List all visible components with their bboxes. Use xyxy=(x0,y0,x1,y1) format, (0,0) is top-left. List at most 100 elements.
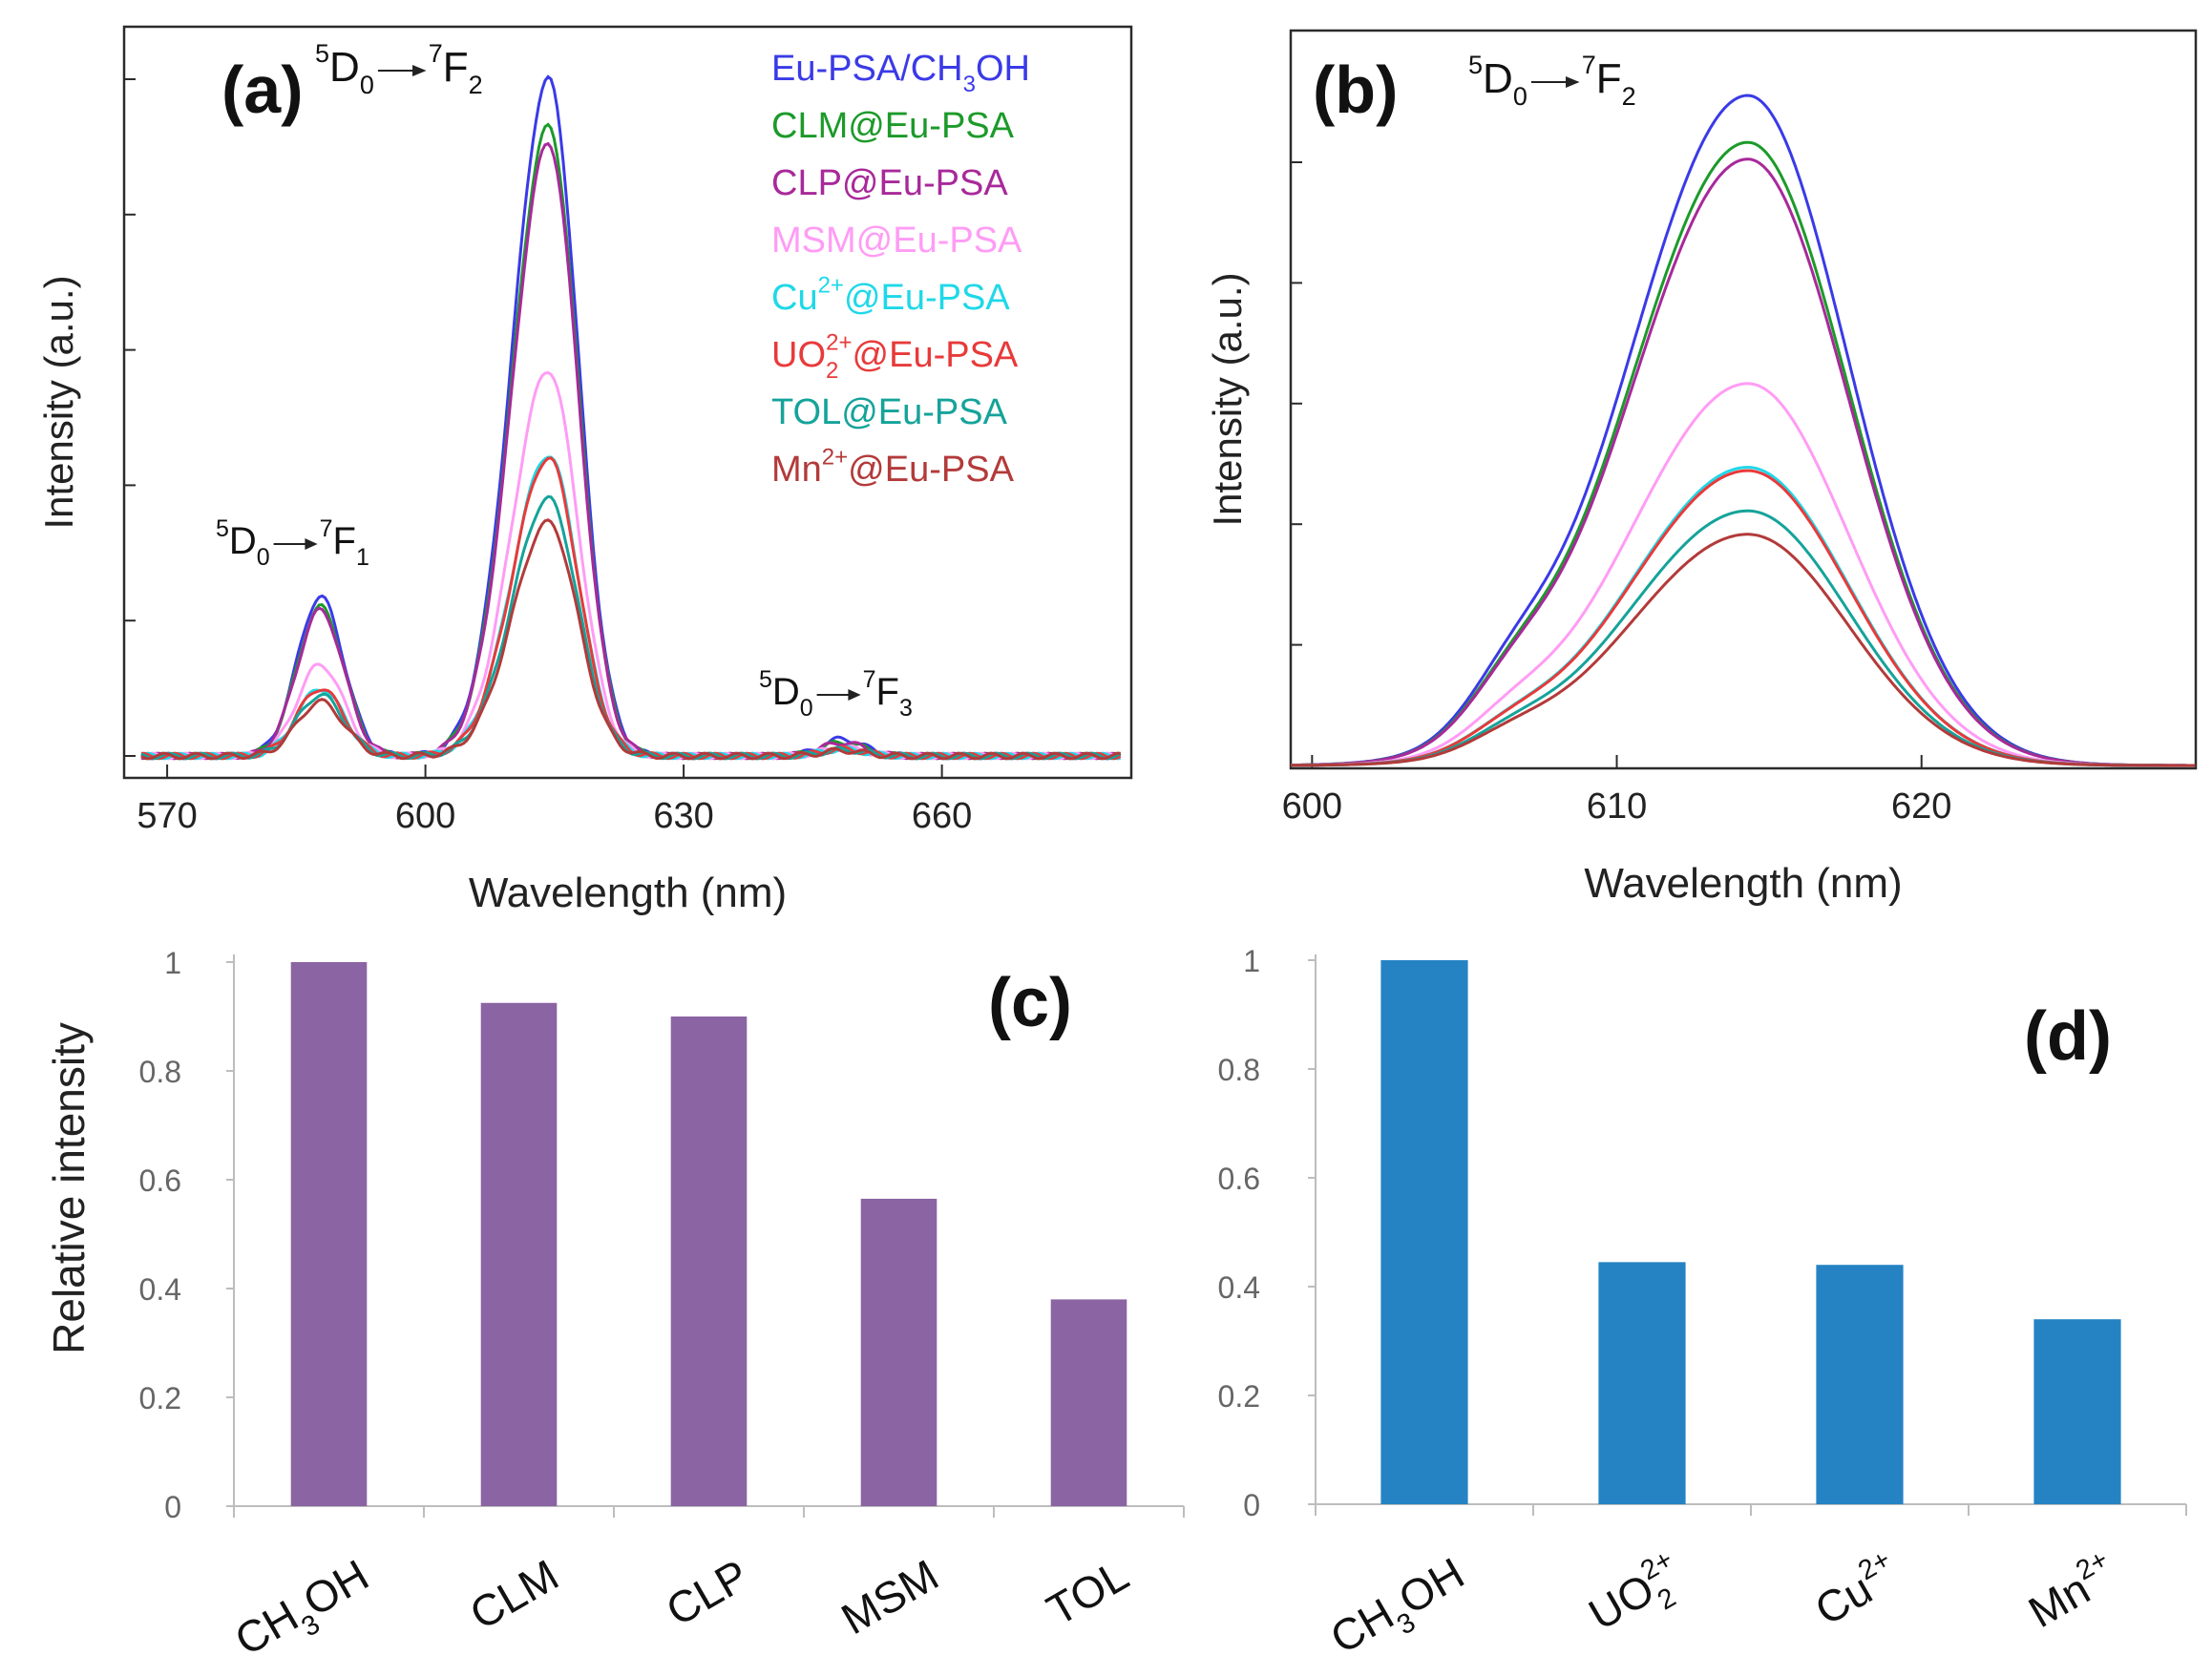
subscript: 3 xyxy=(899,695,913,722)
transition-initial-state: 5D0 xyxy=(315,39,374,99)
text-part: F xyxy=(1596,55,1622,102)
transition-label: 5D0 7F2 xyxy=(1468,51,1636,111)
legend-entry: Eu-PSA/CH3OH xyxy=(771,49,1030,97)
y-tick-label: 0.6 xyxy=(139,1163,181,1198)
bar-5 xyxy=(1050,1299,1127,1506)
superscript: 5 xyxy=(759,666,772,693)
x-tick-label: 600 xyxy=(395,796,455,836)
panel-label: (a) xyxy=(221,52,304,127)
transition-final-state: 7F1 xyxy=(320,515,369,571)
x-category-label: UO22+ xyxy=(1578,1544,1696,1649)
series-line-1 xyxy=(1290,94,2196,767)
legend-entry: TOL@Eu-PSA xyxy=(771,392,1008,432)
panel-b-zoom-chart: 600 610 620 Wavelength (nm) Intensity (a.u.)… xyxy=(1205,29,2198,907)
arrow-head-icon xyxy=(1566,76,1580,88)
y-tick-label: 0.8 xyxy=(1218,1053,1260,1087)
series-line-4 xyxy=(1290,382,2196,767)
text-part: @Eu-PSA xyxy=(844,278,1010,318)
text-part: F xyxy=(443,44,469,91)
series-line-8 xyxy=(1290,533,2196,767)
subscript: 1 xyxy=(356,544,369,571)
x-category-label: CLP xyxy=(658,1550,756,1636)
y-tick-label: 0.4 xyxy=(139,1272,181,1307)
panel-c-bar-chart: 0 0.2 0.4 0.6 0.8 1 CH3OH CLM CLP MSM TOL (c) Relati… xyxy=(44,946,1185,1675)
transition-initial-state: 5D0 xyxy=(216,515,270,571)
y-tick-label: 0.2 xyxy=(139,1381,181,1415)
text-part: CLP xyxy=(658,1550,756,1636)
x-tick-label: 620 xyxy=(1891,786,1951,827)
text-part: D xyxy=(772,671,800,713)
series-line-6 xyxy=(141,456,1122,761)
y-tick-label: 0 xyxy=(164,1490,181,1524)
text-part: Eu-PSA/CH xyxy=(771,49,963,89)
text-part: MSM xyxy=(833,1550,947,1645)
y-tick-label: 0.4 xyxy=(1218,1270,1260,1305)
y-tick-label: 0.6 xyxy=(1218,1162,1260,1196)
legend-entry: MSM@Eu-PSA xyxy=(771,220,1022,261)
x-tick-label: 660 xyxy=(912,796,972,836)
text-part: D xyxy=(229,520,257,562)
series-line-2 xyxy=(1291,140,2196,767)
superscript: 7 xyxy=(429,39,443,68)
x-category-label: Cu2+ xyxy=(1804,1544,1907,1635)
text-part: CLM@Eu-PSA xyxy=(771,106,1015,146)
text-part: CH xyxy=(226,1590,306,1665)
bar-2 xyxy=(480,1002,558,1506)
y-tick-label: 1 xyxy=(1243,944,1260,978)
bar-3 xyxy=(670,1017,748,1506)
text-part: F xyxy=(876,671,899,713)
bar-4 xyxy=(2033,1319,2121,1504)
transition-initial-state: 5D0 xyxy=(1468,51,1527,111)
text-part: Mn xyxy=(771,450,822,490)
y-tick-label: 0.2 xyxy=(1218,1379,1260,1414)
transition-initial-state: 5D0 xyxy=(759,666,813,722)
plot-frame xyxy=(1289,29,2198,770)
superscript: 7 xyxy=(320,515,333,542)
arrow-head-icon xyxy=(305,538,318,550)
text-part: CLP@Eu-PSA xyxy=(771,163,1008,203)
x-category-label: CLM xyxy=(461,1550,566,1640)
transition-final-state: 7F2 xyxy=(1582,51,1636,111)
y-axis-label: Intensity (a.u.) xyxy=(1205,272,1250,526)
text-part: TOL xyxy=(1039,1550,1137,1635)
transition-label: 5D0 7F1 xyxy=(216,515,369,571)
subscript: 2 xyxy=(826,358,838,384)
panel-label: (d) xyxy=(2024,998,2112,1075)
series-line-6 xyxy=(1291,469,2196,767)
plot-frame xyxy=(122,25,1133,780)
text-part: @Eu-PSA xyxy=(848,450,1014,490)
legend-entry: Cu2+@Eu-PSA xyxy=(771,273,1010,318)
x-category-label: CH3OH xyxy=(1322,1548,1478,1673)
panel-label: (c) xyxy=(988,965,1072,1041)
transition-final-state: 7F2 xyxy=(429,39,483,99)
y-tick-label: 0 xyxy=(1243,1488,1260,1522)
text-part: F xyxy=(333,520,356,562)
x-axis-label: Wavelength (nm) xyxy=(1584,860,1902,907)
transition-label: 5D0 7F3 xyxy=(759,666,913,722)
transition-final-state: 7F3 xyxy=(863,666,913,722)
superscript: 5 xyxy=(1468,51,1483,79)
series-line-8 xyxy=(140,518,1121,761)
x-category-label: Mn2+ xyxy=(2018,1544,2125,1637)
text-part: D xyxy=(329,44,360,91)
subscript: 0 xyxy=(360,71,374,99)
series-line-5 xyxy=(140,455,1121,761)
legend-entry: CLM@Eu-PSA xyxy=(771,106,1015,146)
subscript: 0 xyxy=(800,695,813,722)
superscript: 2+ xyxy=(826,330,852,356)
x-category-label: MSM xyxy=(833,1550,947,1645)
panel-d-bar-chart: 0 0.2 0.4 0.6 0.8 1 CH3OH UO22+ Cu2+ Mn2+ (d) xyxy=(1218,944,2187,1673)
y-tick-label: 0.8 xyxy=(139,1055,181,1089)
text-part: TOL@Eu-PSA xyxy=(771,392,1008,432)
x-category-label: CH3OH xyxy=(226,1550,382,1675)
subscript: 0 xyxy=(257,544,270,571)
text-part: Cu xyxy=(771,278,818,318)
subscript: 2 xyxy=(1622,82,1636,111)
panel-label: (b) xyxy=(1313,52,1398,127)
x-tick-label: 570 xyxy=(137,796,197,836)
legend-entry: CLP@Eu-PSA xyxy=(771,163,1008,203)
arrow-head-icon xyxy=(412,65,427,76)
x-axis-label: Wavelength (nm) xyxy=(469,870,787,916)
bar-4 xyxy=(860,1198,937,1506)
